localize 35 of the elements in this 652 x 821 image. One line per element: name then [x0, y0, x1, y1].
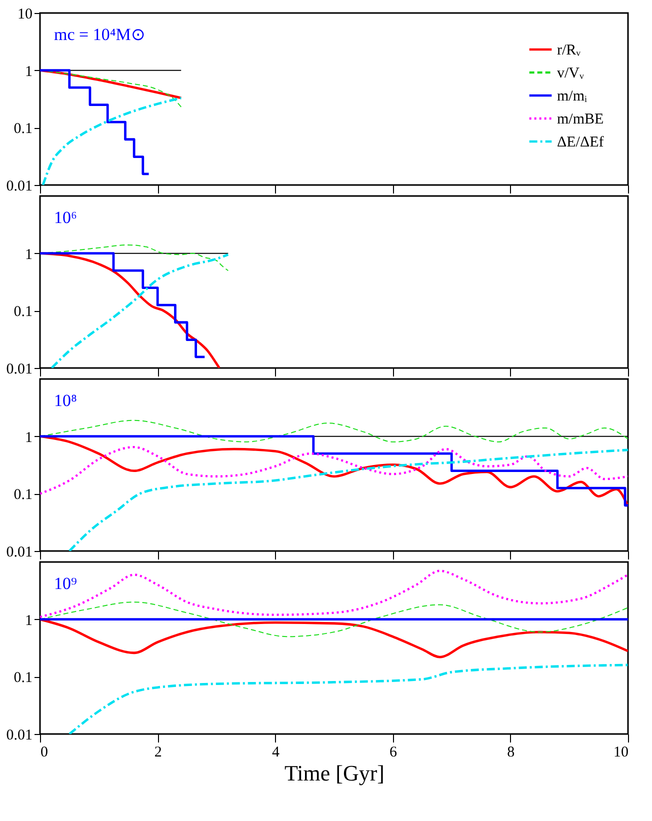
- line-series: [40, 570, 628, 618]
- y-tick-label: 10: [18, 6, 32, 22]
- line-series: [68, 664, 628, 734]
- legend-label: r/Rᵥ: [557, 42, 582, 58]
- y-tick-label: 1: [25, 64, 32, 80]
- annotation: mc = 10⁴M⊙: [54, 25, 145, 44]
- y-tick-label: 0.01: [6, 362, 32, 378]
- y-tick-label: 0.01: [6, 178, 32, 194]
- x-tick-label: 2: [154, 744, 162, 760]
- line-series: [68, 448, 628, 551]
- line-series: [42, 96, 182, 185]
- y-tick-label: 0.1: [14, 304, 32, 320]
- y-tick-label: 0.1: [14, 487, 32, 504]
- x-tick-label: 0: [40, 744, 48, 760]
- y-tick-label: 0.01: [6, 728, 32, 744]
- legend-label: m/mBE: [557, 112, 604, 128]
- legend-label: m/mᵢ: [557, 88, 588, 104]
- x-tick-label: 6: [390, 744, 398, 760]
- x-tick-label: 4: [272, 744, 280, 760]
- annotation: 10⁶: [54, 208, 77, 227]
- y-tick-label: 0.01: [6, 544, 32, 560]
- line-series: [40, 446, 628, 495]
- y-tick-label: 1: [25, 612, 32, 629]
- x-axis-title: Time [Gyr]: [284, 760, 385, 786]
- y-tick-label: 0.1: [14, 670, 32, 686]
- annotation: 10⁹: [54, 574, 77, 593]
- legend-label: v/Vᵥ: [557, 66, 584, 82]
- y-tick-label: 1: [25, 430, 32, 446]
- annotation: 10⁸: [54, 391, 77, 410]
- x-tick-label: 10: [614, 744, 628, 760]
- y-tick-label: 0.1: [14, 121, 32, 138]
- legend-label: ΔE/ΔEf: [557, 134, 604, 150]
- x-tick-label: 8: [507, 744, 515, 760]
- line-series: [40, 618, 628, 658]
- y-tick-label: 1: [25, 246, 32, 263]
